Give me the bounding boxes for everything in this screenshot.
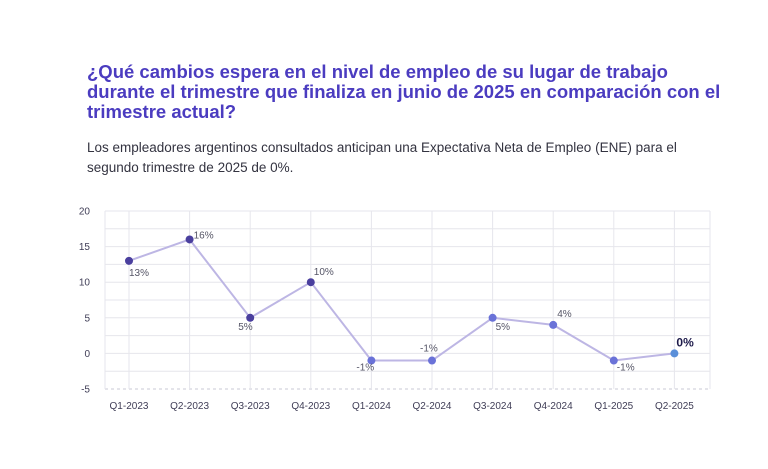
x-tick-label: Q3-2023 [231, 401, 270, 412]
data-points [125, 235, 679, 365]
data-label: -1% [617, 363, 635, 374]
data-point [125, 256, 133, 265]
x-tick-label: Q4-2023 [291, 401, 330, 412]
y-tick-label: 0 [84, 349, 90, 360]
y-tick-label: 15 [79, 242, 91, 253]
x-tick-label: Q4-2024 [534, 401, 573, 412]
x-tick-label: Q3-2024 [473, 401, 512, 412]
data-label: -1% [356, 363, 374, 374]
x-tick-label: Q1-2025 [594, 401, 633, 412]
y-tick-label: 5 [84, 313, 90, 324]
data-label: -1% [420, 344, 438, 355]
y-tick-label: 20 [79, 207, 91, 218]
data-point [488, 313, 497, 322]
chart-subtitle: Los empleadores argentinos consultados a… [87, 140, 677, 175]
data-label: 16% [194, 230, 214, 241]
data-label: 10% [314, 267, 334, 278]
data-point [246, 313, 255, 322]
data-label: 13% [129, 268, 149, 279]
data-point [185, 235, 194, 244]
data-label: 4% [557, 309, 572, 320]
series-line [128, 238, 675, 362]
x-tick-label: Q2-2025 [655, 401, 694, 412]
x-axis-ticks: Q1-2023 Q2-2023 Q3-2023 Q4-2023 Q1-2024 Q2-20… [110, 401, 695, 412]
y-tick-label: -5 [81, 385, 90, 396]
data-label: 0% [676, 335, 694, 349]
data-label: 5% [238, 322, 253, 333]
chart-title: ¿Qué cambios espera en el nivel de emple… [87, 61, 721, 122]
grid-lines [104, 210, 711, 390]
data-point [306, 278, 315, 287]
data-point [428, 356, 436, 365]
x-tick-label: Q1-2024 [352, 401, 391, 412]
x-tick-label: Q2-2023 [170, 401, 209, 412]
y-axis-ticks: 20 15 10 5 0 -5 [79, 207, 91, 396]
data-point [367, 356, 376, 365]
data-labels: 13% 16% 5% 10% -1% -1% 5% 4% -1% 0% [129, 230, 694, 373]
x-tick-label: Q1-2023 [110, 401, 149, 412]
data-point [609, 356, 618, 365]
data-label: 5% [496, 322, 511, 333]
y-tick-label: 10 [79, 278, 91, 289]
data-point [670, 349, 679, 358]
series-line-layer [128, 238, 675, 362]
data-point [549, 320, 558, 329]
x-tick-label: Q2-2024 [413, 401, 452, 412]
